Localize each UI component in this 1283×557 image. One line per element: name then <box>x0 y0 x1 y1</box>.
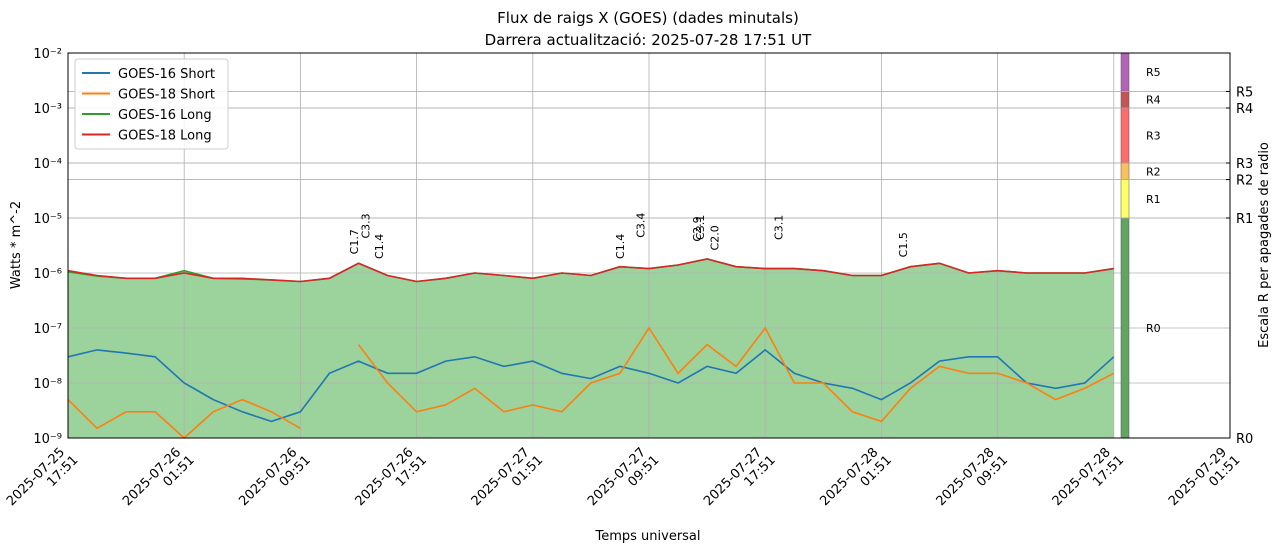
annotation: C3.1 <box>694 215 707 240</box>
r-band-label: R5 <box>1146 66 1161 79</box>
x-tick-label: 2025-07-2617:51 <box>353 442 430 519</box>
x-tick-label: 2025-07-2701:51 <box>469 442 546 519</box>
annotation: C2.0 <box>708 225 721 250</box>
y-tick-label: 10⁻² <box>33 47 62 62</box>
annotation: C3.4 <box>634 213 647 238</box>
annotation: C1.4 <box>373 234 386 259</box>
annotation: C3.3 <box>360 213 373 238</box>
x-tick-label: 2025-07-2717:51 <box>701 442 778 519</box>
legend-label: GOES-16 Long <box>118 108 212 123</box>
r-band <box>1120 52 1130 92</box>
x-tick-label: 2025-07-2517:51 <box>4 442 81 519</box>
chart-subtitle: Darrera actualització: 2025-07-28 17:51 … <box>485 31 812 49</box>
x-tick-label: 2025-07-2817:51 <box>1050 442 1127 519</box>
x-tick-label: 2025-07-2801:51 <box>817 442 894 519</box>
chart-title: Flux de raigs X (GOES) (dades minutals) <box>497 9 799 27</box>
series-line <box>67 348 1115 423</box>
r-band-label: R0 <box>1146 322 1161 335</box>
r-band <box>1120 179 1130 219</box>
y-tick-label: 10⁻⁴ <box>33 157 62 172</box>
r-band <box>1120 107 1130 164</box>
x-tick-label: 2025-07-2609:51 <box>236 442 313 519</box>
r-band-label: R4 <box>1146 94 1161 107</box>
x-axis-label: Temps universal <box>594 529 700 544</box>
y-tick-label: 10⁻⁶ <box>33 267 62 282</box>
annotation: C1.5 <box>897 232 910 257</box>
y-axis-label: Watts * m^-2 <box>9 201 24 289</box>
plot-frame <box>67 52 1231 439</box>
legend-label: GOES-16 Short <box>118 67 215 82</box>
x-tick-label: 2025-07-2901:51 <box>1166 442 1243 519</box>
r-band-label: R1 <box>1146 193 1161 206</box>
series-line <box>67 258 1114 283</box>
y-tick-label: 10⁻⁷ <box>33 322 62 337</box>
r-band-label: R2 <box>1146 165 1161 178</box>
y-tick-label: 10⁻³ <box>33 102 62 117</box>
y-tick-label: 10⁻⁹ <box>33 432 62 447</box>
annotation: C1.4 <box>614 234 627 259</box>
annotation: C3.1 <box>772 215 785 240</box>
y-tick-label: 10⁻⁸ <box>33 377 62 392</box>
y2-tick-label: R4 <box>1236 102 1253 117</box>
r-band <box>1120 162 1130 180</box>
y-tick-label: 10⁻⁵ <box>33 212 62 227</box>
area-fill <box>68 258 1114 438</box>
r-band <box>1120 91 1130 109</box>
y2-tick-label: R0 <box>1236 432 1253 447</box>
annotation: C1.7 <box>348 229 361 254</box>
x-tick-label: 2025-07-2601:51 <box>120 442 197 519</box>
x-tick-label: 2025-07-2809:51 <box>934 442 1011 519</box>
r-band-label: R3 <box>1146 130 1161 143</box>
annotation: C2.9 <box>691 216 704 241</box>
x-tick-label: 2025-07-2709:51 <box>585 442 662 519</box>
legend-box <box>74 58 229 150</box>
y2-tick-label: R2 <box>1236 174 1253 189</box>
legend-label: GOES-18 Long <box>118 129 212 144</box>
y2-tick-label: R1 <box>1236 212 1253 227</box>
r-band <box>1120 217 1130 439</box>
y2-axis-label: Escala R per apagades de radio <box>1257 142 1272 348</box>
y2-tick-label: R3 <box>1236 157 1253 172</box>
y2-tick-label: R5 <box>1236 85 1253 100</box>
legend-label: GOES-18 Short <box>118 88 215 103</box>
